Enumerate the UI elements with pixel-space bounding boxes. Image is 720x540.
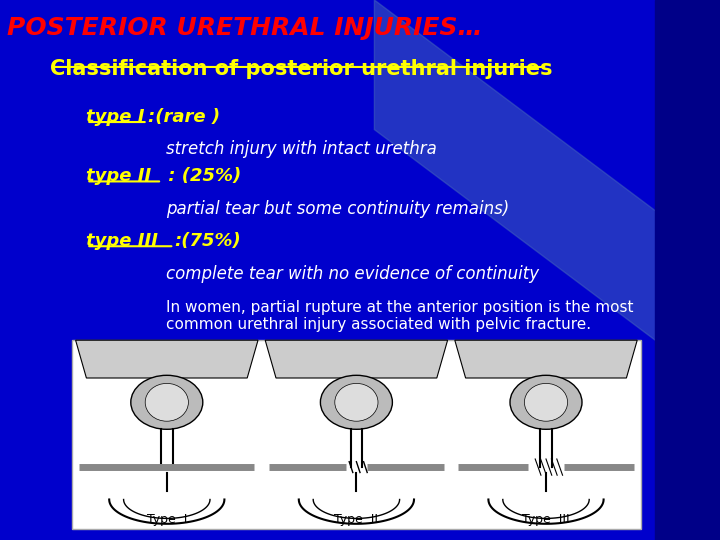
Text: Type  III: Type III [522, 514, 570, 526]
Text: type III: type III [86, 232, 158, 250]
Text: :(75%): :(75%) [174, 232, 241, 250]
FancyBboxPatch shape [72, 340, 641, 529]
Text: type II: type II [86, 167, 152, 185]
Polygon shape [76, 340, 258, 378]
Text: complete tear with no evidence of continuity: complete tear with no evidence of contin… [166, 265, 539, 282]
Text: Type  I: Type I [147, 514, 187, 526]
Text: Type  II: Type II [334, 514, 379, 526]
Polygon shape [374, 0, 720, 389]
Text: type I: type I [86, 108, 145, 126]
Polygon shape [455, 340, 637, 378]
Ellipse shape [145, 383, 189, 421]
Text: Classification of posterior urethral injuries: Classification of posterior urethral inj… [50, 59, 553, 79]
Text: : (25%): : (25%) [162, 167, 241, 185]
Polygon shape [265, 340, 448, 378]
Polygon shape [655, 0, 720, 540]
Ellipse shape [510, 375, 582, 429]
Text: In women, partial rupture at the anterior position is the most
common urethral i: In women, partial rupture at the anterio… [166, 300, 633, 332]
Text: partial tear but some continuity remains): partial tear but some continuity remains… [166, 200, 509, 218]
Ellipse shape [335, 383, 378, 421]
Text: :(rare ): :(rare ) [148, 108, 220, 126]
Text: POSTERIOR URETHRAL INJURIES…: POSTERIOR URETHRAL INJURIES… [7, 16, 482, 40]
Ellipse shape [524, 383, 567, 421]
Text: stretch injury with intact urethra: stretch injury with intact urethra [166, 140, 436, 158]
Ellipse shape [131, 375, 203, 429]
Ellipse shape [320, 375, 392, 429]
